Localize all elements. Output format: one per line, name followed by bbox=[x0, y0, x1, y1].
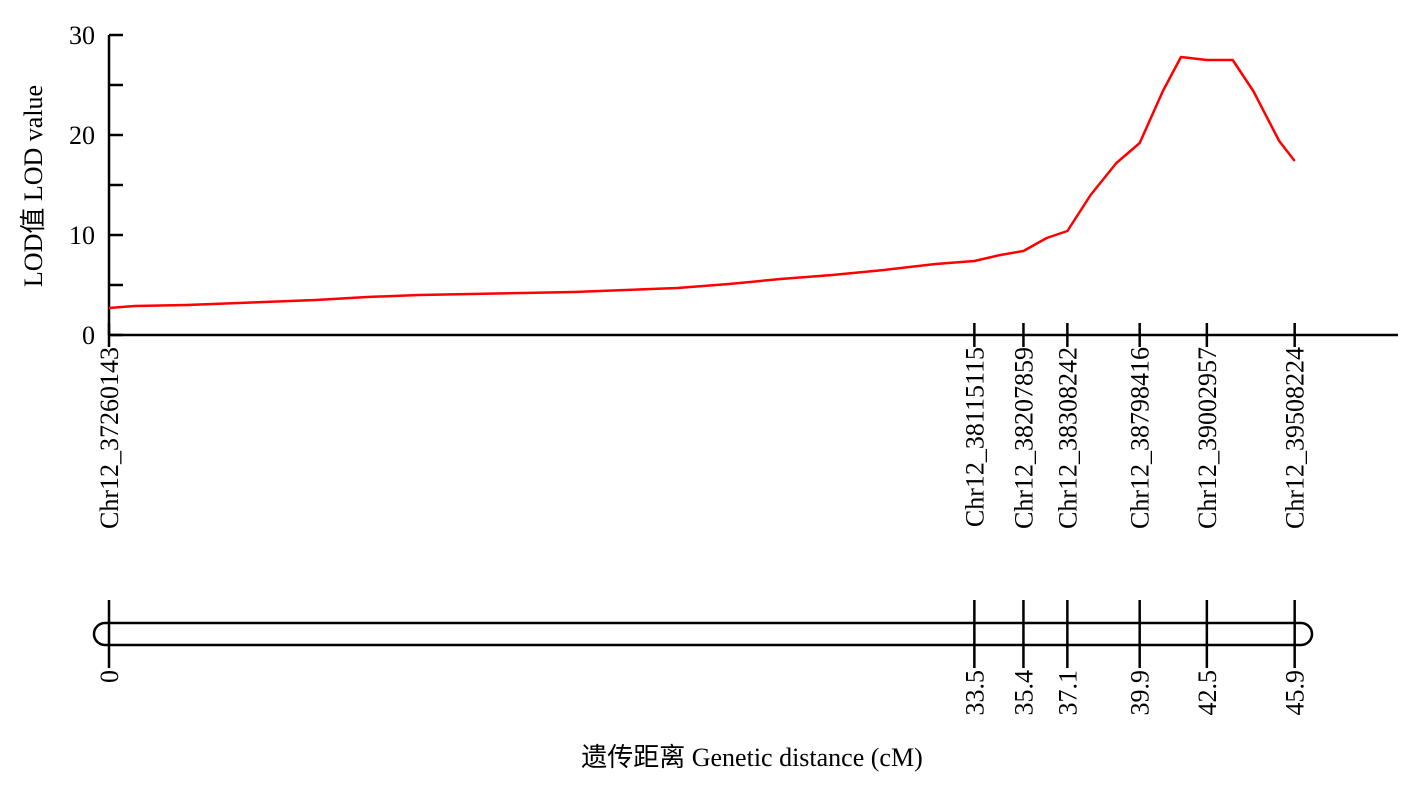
marker-name-label: Chr12_38207859 bbox=[1009, 347, 1038, 529]
distance-label: 45.9 bbox=[1281, 670, 1310, 716]
plot-area: 0 10 20 30 Chr12_37260143 Chr12_38115115 Chr12… bbox=[69, 21, 1398, 529]
distance-label: 35.4 bbox=[1009, 670, 1038, 716]
y-axis-label: LOD值 LOD value bbox=[19, 85, 48, 287]
distance-label: 42.5 bbox=[1193, 670, 1222, 716]
y-tick-label: 10 bbox=[69, 221, 95, 250]
y-tick-label: 30 bbox=[69, 21, 95, 50]
marker-name-label: Chr12_38308242 bbox=[1053, 347, 1082, 529]
distance-label: 37.1 bbox=[1053, 670, 1082, 716]
marker-name-label: Chr12_37260143 bbox=[95, 347, 124, 529]
marker-name-label: Chr12_39508224 bbox=[1281, 347, 1310, 529]
marker-name-label: Chr12_39002957 bbox=[1193, 347, 1222, 529]
y-tick-label: 0 bbox=[82, 321, 95, 350]
marker-name-label: Chr12_38115115 bbox=[960, 347, 989, 527]
distance-label: 39.9 bbox=[1126, 670, 1155, 716]
distance-label: 33.5 bbox=[960, 670, 989, 716]
y-tick-label: 20 bbox=[69, 121, 95, 150]
distance-label: 0 bbox=[95, 670, 124, 683]
marker-name-label: Chr12_38798416 bbox=[1126, 347, 1155, 529]
chromosome-map: 0 33.5 35.4 37.1 39.9 42.5 45.9 bbox=[92, 600, 1314, 716]
lod-curve bbox=[108, 55, 1296, 310]
x-axis-label: 遗传距离 Genetic distance (cM) bbox=[581, 743, 923, 772]
chromosome-bar bbox=[92, 621, 1314, 647]
